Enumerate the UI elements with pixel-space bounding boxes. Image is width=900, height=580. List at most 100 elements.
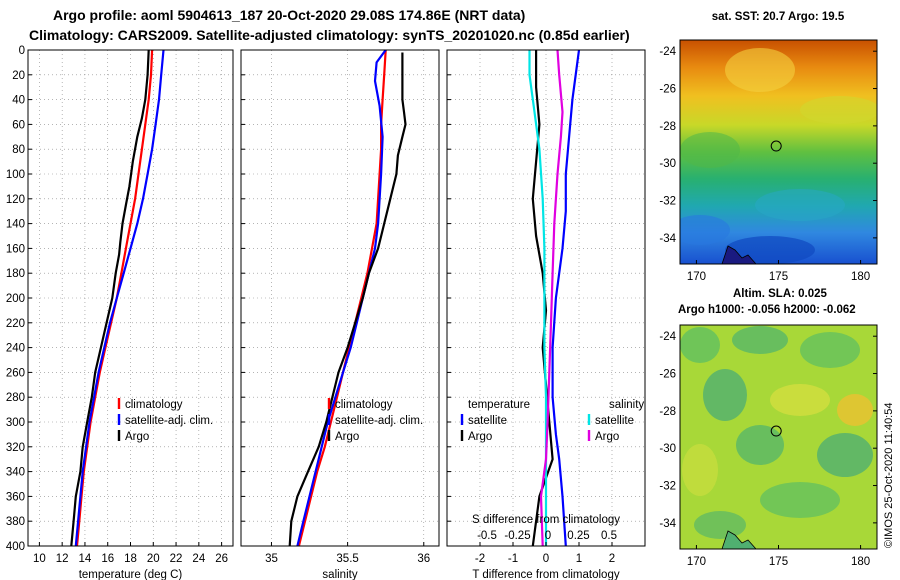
map-y-tick-label: -34 xyxy=(659,233,676,245)
sla-map-subtitle: Argo h1000: -0.056 h2000: -0.062 xyxy=(678,304,856,316)
series-line-salinity-argo xyxy=(539,49,564,547)
map-y-tick-label: -24 xyxy=(659,331,676,343)
argo-float-marker xyxy=(770,425,782,437)
sla-map-axes: 170 175 180 -24 -26 -28 -30 -32 -34 xyxy=(659,331,877,568)
x-tick-label: 36 xyxy=(417,553,430,565)
map-y-tick-label: -26 xyxy=(659,369,676,381)
y-tick-label: 400 xyxy=(6,541,25,553)
y-tick-label: 20 xyxy=(12,70,25,82)
y-tick-label: 180 xyxy=(6,268,25,280)
legend-label: climatology xyxy=(335,399,393,411)
x-tick-label: 24 xyxy=(192,553,205,565)
x-tick-label: 10 xyxy=(33,553,46,565)
x-axis-label: salinity xyxy=(322,569,357,580)
series-line-climatology xyxy=(297,49,387,547)
y-tick-label: 40 xyxy=(12,95,25,107)
x-tick-label: 14 xyxy=(79,553,92,565)
salinity-panel: 35 35.5 36 salinity climatology satellite-adj… xyxy=(240,49,440,580)
x-tick-label: 35 xyxy=(265,553,278,565)
y-tick-label: 0 xyxy=(19,45,25,57)
legend-label: Argo xyxy=(595,431,619,443)
sla-map: 170 175 180 -24 -26 -28 -30 -32 -34 xyxy=(659,324,878,568)
difference-panel: -2 -1 0 1 2 T difference from climatology temp… xyxy=(446,49,646,580)
sst-map-title: sat. SST: 20.7 Argo: 19.5 xyxy=(712,11,845,23)
y-tick-label: 60 xyxy=(12,119,25,131)
map-y-tick-label: -26 xyxy=(659,84,676,96)
x-tick-label: 26 xyxy=(215,553,228,565)
map-y-tick-label: -24 xyxy=(659,46,676,58)
y-tick-label: 160 xyxy=(6,243,25,255)
x-axis-label: temperature (deg C) xyxy=(79,569,183,580)
legend-title: temperature xyxy=(468,399,530,411)
map-x-tick-label: 175 xyxy=(769,556,788,568)
x-tick-label: 12 xyxy=(56,553,69,565)
x-tick-label: 35.5 xyxy=(336,553,358,565)
y-tick-label: 380 xyxy=(6,516,25,528)
y-tick-label: 260 xyxy=(6,367,25,379)
legend-label: Argo xyxy=(125,431,149,443)
x-tick-label: 22 xyxy=(170,553,183,565)
map-x-tick-label: 175 xyxy=(769,271,788,283)
argo-float-marker xyxy=(770,140,782,152)
series-line-argo xyxy=(70,49,150,547)
legend-label: climatology xyxy=(125,399,183,411)
map-x-tick-label: 180 xyxy=(851,556,870,568)
y-tick-label: 300 xyxy=(6,417,25,429)
y-tick-label: 280 xyxy=(6,392,25,404)
map-y-tick-label: -32 xyxy=(659,196,676,208)
top-tick-label: -0.25 xyxy=(504,530,530,542)
legend-label: Argo xyxy=(468,431,492,443)
legend-label: satellite-adj. clim. xyxy=(335,415,423,427)
imos-credit: ©IMOS 25-Oct-2020 11:40:54 xyxy=(883,403,895,548)
title-line-1: Argo profile: aoml 5904613_187 20-Oct-20… xyxy=(53,7,525,23)
map-y-tick-label: -30 xyxy=(659,158,676,170)
legend-label: satellite-adj. clim. xyxy=(125,415,213,427)
x-tick-label: 2 xyxy=(609,553,615,565)
sst-map-axes: 170 175 180 -24 -26 -28 -30 -32 -34 xyxy=(659,46,877,283)
legend-label: satellite xyxy=(595,415,634,427)
map-y-tick-label: -32 xyxy=(659,481,676,493)
sla-map-title: Altim. SLA: 0.025 xyxy=(733,288,828,300)
series-line-temperature-satellite xyxy=(551,49,581,547)
sst-map: 170 175 180 -24 -26 -28 -30 -32 -34 xyxy=(659,39,878,283)
y-tick-label: 140 xyxy=(6,219,25,231)
map-y-tick-label: -28 xyxy=(659,406,676,418)
map-y-tick-label: -34 xyxy=(659,518,676,530)
temperature-panel: 10 12 14 16 18 20 22 24 26 temperature (deg C) 0 20… xyxy=(6,45,234,580)
y-tick-label: 220 xyxy=(6,318,25,330)
top-tick-label: -0.5 xyxy=(477,530,497,542)
y-tick-label: 340 xyxy=(6,467,25,479)
map-y-tick-label: -28 xyxy=(659,121,676,133)
y-tick-label: 360 xyxy=(6,491,25,503)
y-tick-label: 240 xyxy=(6,343,25,355)
x-tick-label: 18 xyxy=(124,553,137,565)
y-tick-label: 200 xyxy=(6,293,25,305)
x-tick-label: 16 xyxy=(101,553,114,565)
legend-label: satellite xyxy=(468,415,507,427)
x-tick-label: -1 xyxy=(508,553,518,565)
series-line-argo xyxy=(288,52,407,547)
y-tick-label: 120 xyxy=(6,194,25,206)
x-tick-label: 20 xyxy=(147,553,160,565)
sst-texture xyxy=(680,48,877,264)
map-x-tick-label: 180 xyxy=(851,271,870,283)
sla-texture xyxy=(680,326,873,549)
legend-title: salinity xyxy=(609,399,644,411)
top-tick-label: 0 xyxy=(545,530,551,542)
y-tick-label: 320 xyxy=(6,442,25,454)
top-tick-label: 0.25 xyxy=(567,530,589,542)
y-tick-label: 80 xyxy=(12,144,25,156)
title-line-2: Climatology: CARS2009. Satellite-adjuste… xyxy=(29,27,630,43)
map-y-tick-label: -30 xyxy=(659,443,676,455)
map-x-tick-label: 170 xyxy=(687,556,706,568)
legend-label: Argo xyxy=(335,431,359,443)
x-tick-label: 0 xyxy=(543,553,549,565)
x-axis-label: T difference from climatology xyxy=(472,569,619,580)
x-tick-label: 1 xyxy=(576,553,582,565)
x-tick-label: -2 xyxy=(475,553,485,565)
top-tick-label: 0.5 xyxy=(601,530,617,542)
y-tick-label: 100 xyxy=(6,169,25,181)
series-line-satellite-adj-clim- xyxy=(74,49,165,547)
map-x-tick-label: 170 xyxy=(687,271,706,283)
